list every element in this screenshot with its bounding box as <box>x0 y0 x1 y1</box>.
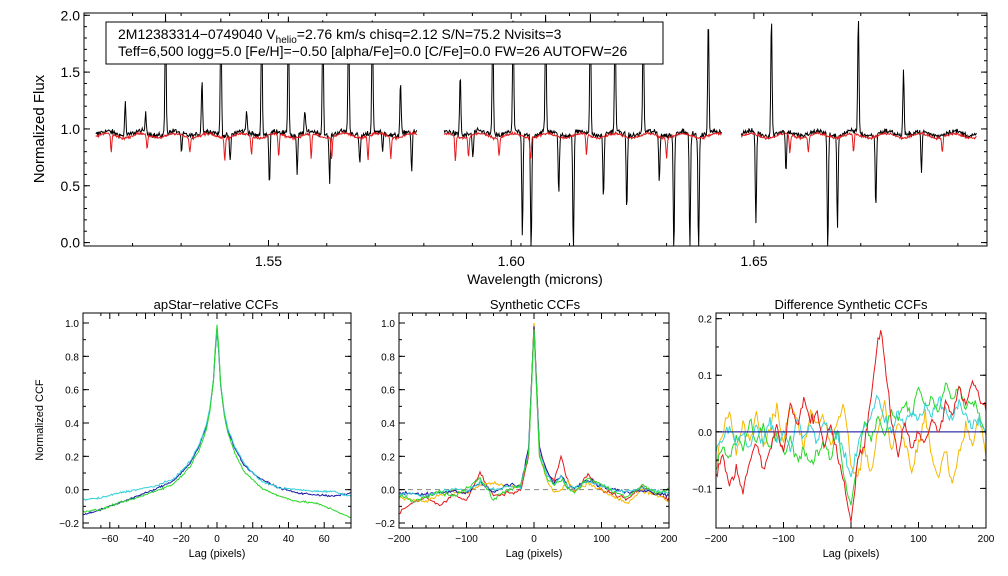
difference-ccf-ytick-label: −0.1 <box>692 484 712 495</box>
difference-ccf-title: Difference Synthetic CCFs <box>775 297 928 312</box>
difference-ccf-ytick-label: 0.2 <box>698 315 712 326</box>
apstar-ccf-frame <box>82 312 352 529</box>
difference-ccf-xtick-label: 200 <box>978 534 995 545</box>
spectrum-ytick-label: 1.0 <box>61 121 81 137</box>
difference-ccf-ytick-label: 0.0 <box>698 428 712 439</box>
apstar-ccf-xtick-label: 40 <box>283 534 295 545</box>
synthetic-ccf-series-yellow <box>398 322 670 505</box>
annotation-line1-suffix: =2.76 km/s chisq=2.12 S/N=75.2 Nvisits=3 <box>297 26 562 42</box>
apstar-ccf-xtick-label: 60 <box>319 534 331 545</box>
apstar-ccf-series-visit-1 <box>82 329 352 516</box>
synthetic-ccf-panel: Synthetic CCFs −200 −100 0 100 200 −0.2 0.0 0.2… <box>375 297 678 560</box>
synthetic-ccf-ytick-label: 0.8 <box>381 352 395 363</box>
difference-ccf-xtick-label: 0 <box>848 534 854 545</box>
synthetic-ccf-series-green <box>398 329 670 503</box>
synthetic-ccf-ytick-label: 0.0 <box>381 486 395 497</box>
synthetic-ccf-ytick-label: 1.0 <box>381 319 395 330</box>
difference-ccf-xtick-label: −200 <box>705 534 728 545</box>
synthetic-ccf-series-blue <box>398 326 670 498</box>
apstar-ccf-xtick-label: −40 <box>137 534 154 545</box>
apstar-ccf-ytick-label: 0.0 <box>65 486 79 497</box>
difference-ccf-ytick-label: 0.1 <box>698 371 712 382</box>
synthetic-ccf-ytick-label: 0.6 <box>381 386 395 397</box>
difference-ccf-xtick-label: 100 <box>910 534 927 545</box>
apstar-ccf-xtick-label: 20 <box>247 534 259 545</box>
spectrum-xtick-label: 1.60 <box>498 253 525 269</box>
spectrum-observed-chip-3 <box>740 20 977 247</box>
spectrum-panel: 1.55 1.60 1.65 0.0 0.5 1.0 1.5 2.0 Normalized F… <box>31 7 988 287</box>
apstar-ccf-xlabel: Lag (pixels) <box>189 548 246 560</box>
spectrum-observed-chip-1 <box>95 13 418 184</box>
spectrum-ylabel: Normalized Flux <box>31 74 48 183</box>
apstar-ccf-ylabel: Normalized CCF <box>34 379 46 461</box>
synthetic-ccf-xtick-label: 200 <box>661 534 678 545</box>
spectrum-ytick-label: 1.5 <box>61 64 81 80</box>
apstar-ccf-panel: apStar−relative CCFs −60 −40 −20 0 20 40 60 −0.… <box>34 297 352 560</box>
annotation-line1-sub: helio <box>276 35 298 46</box>
difference-ccf-series-cyan <box>715 394 987 478</box>
spectrum-annotation-line1: 2M12383314−0749040 Vhelio=2.76 km/s chis… <box>118 26 562 46</box>
synthetic-ccf-series-cyan <box>398 329 670 498</box>
synthetic-ccf-ytick-label: −0.2 <box>375 519 395 530</box>
apstar-ccf-ytick-label: 0.6 <box>65 386 79 397</box>
synthetic-ccf-xtick-label: 0 <box>531 534 537 545</box>
synthetic-ccf-xtick-label: 100 <box>593 534 610 545</box>
apstar-ccf-ytick-label: 0.2 <box>65 452 79 463</box>
spectrum-xtick-label: 1.65 <box>740 253 767 269</box>
spectrum-xlabel: Wavelength (microns) <box>467 271 603 287</box>
spectrum-ytick-label: 0.5 <box>61 178 81 194</box>
spectrum-xtick-label: 1.55 <box>255 253 282 269</box>
synthetic-ccf-title: Synthetic CCFs <box>490 297 581 312</box>
difference-ccf-panel: Difference Synthetic CCFs −200 −100 0 100 20… <box>692 297 995 560</box>
synthetic-ccf-series-red <box>398 322 670 515</box>
spectrum-frame <box>83 12 988 247</box>
spectrum-ytick-label: 2.0 <box>61 7 81 23</box>
spectrum-annotation-line2: Teff=6,500 logg=5.0 [Fe/H]=−0.50 [alpha/… <box>118 43 627 59</box>
difference-ccf-frame <box>715 312 987 529</box>
apstar-ccf-xtick-label: −60 <box>101 534 118 545</box>
spectrum-data <box>95 13 977 247</box>
synthetic-ccf-xtick-label: −200 <box>388 534 411 545</box>
spectrum-synthetic-chip-1 <box>95 129 418 161</box>
synthetic-ccf-xtick-label: −100 <box>455 534 478 545</box>
apstar-ccf-series-visit-3 <box>82 324 352 519</box>
apstar-ccf-ytick-label: 0.8 <box>65 352 79 363</box>
difference-ccf-xlabel: Lag (pixels) <box>823 548 880 560</box>
spectrum-ytick-label: 0.0 <box>61 235 81 251</box>
spectrum-synthetic-chip-2 <box>443 130 722 162</box>
apstar-ccf-ticks: −60 −40 −20 0 20 40 60 −0.2 0.0 0.2 0.4 0.6 0.8 1.0 <box>59 313 352 545</box>
difference-ccf-data <box>715 330 987 523</box>
spectrum-synthetic-chip-3 <box>740 130 977 154</box>
synthetic-ccf-xlabel: Lag (pixels) <box>506 548 563 560</box>
difference-ccf-ticks: −200 −100 0 100 200 −0.1 0.0 0.1 0.2 <box>692 313 995 545</box>
annotation-line1-prefix: 2M12383314−0749040 V <box>118 26 276 42</box>
synthetic-ccf-ticks: −200 −100 0 100 200 −0.2 0.0 0.2 0.4 0.6 0.8 1.0 <box>375 313 678 545</box>
synthetic-ccf-ytick-label: 0.2 <box>381 452 395 463</box>
apstar-ccf-title: apStar−relative CCFs <box>154 297 279 312</box>
apstar-ccf-series-visit-2 <box>82 327 352 502</box>
apstar-ccf-ytick-label: −0.2 <box>59 519 79 530</box>
apstar-ccf-ytick-label: 1.0 <box>65 319 79 330</box>
synthetic-ccf-data <box>398 322 670 515</box>
apstar-ccf-xtick-label: 0 <box>214 534 220 545</box>
spectrum-annotation-box <box>105 21 664 65</box>
spectrum-observed-chip-2 <box>443 13 722 247</box>
spectrum-ticks: 1.55 1.60 1.65 0.0 0.5 1.0 1.5 2.0 <box>61 7 987 269</box>
apstar-ccf-data <box>82 324 352 519</box>
difference-ccf-xtick-label: −100 <box>772 534 795 545</box>
synthetic-ccf-ytick-label: 0.4 <box>381 419 395 430</box>
apstar-ccf-ytick-label: 0.4 <box>65 419 79 430</box>
apstar-ccf-xtick-label: −20 <box>173 534 190 545</box>
